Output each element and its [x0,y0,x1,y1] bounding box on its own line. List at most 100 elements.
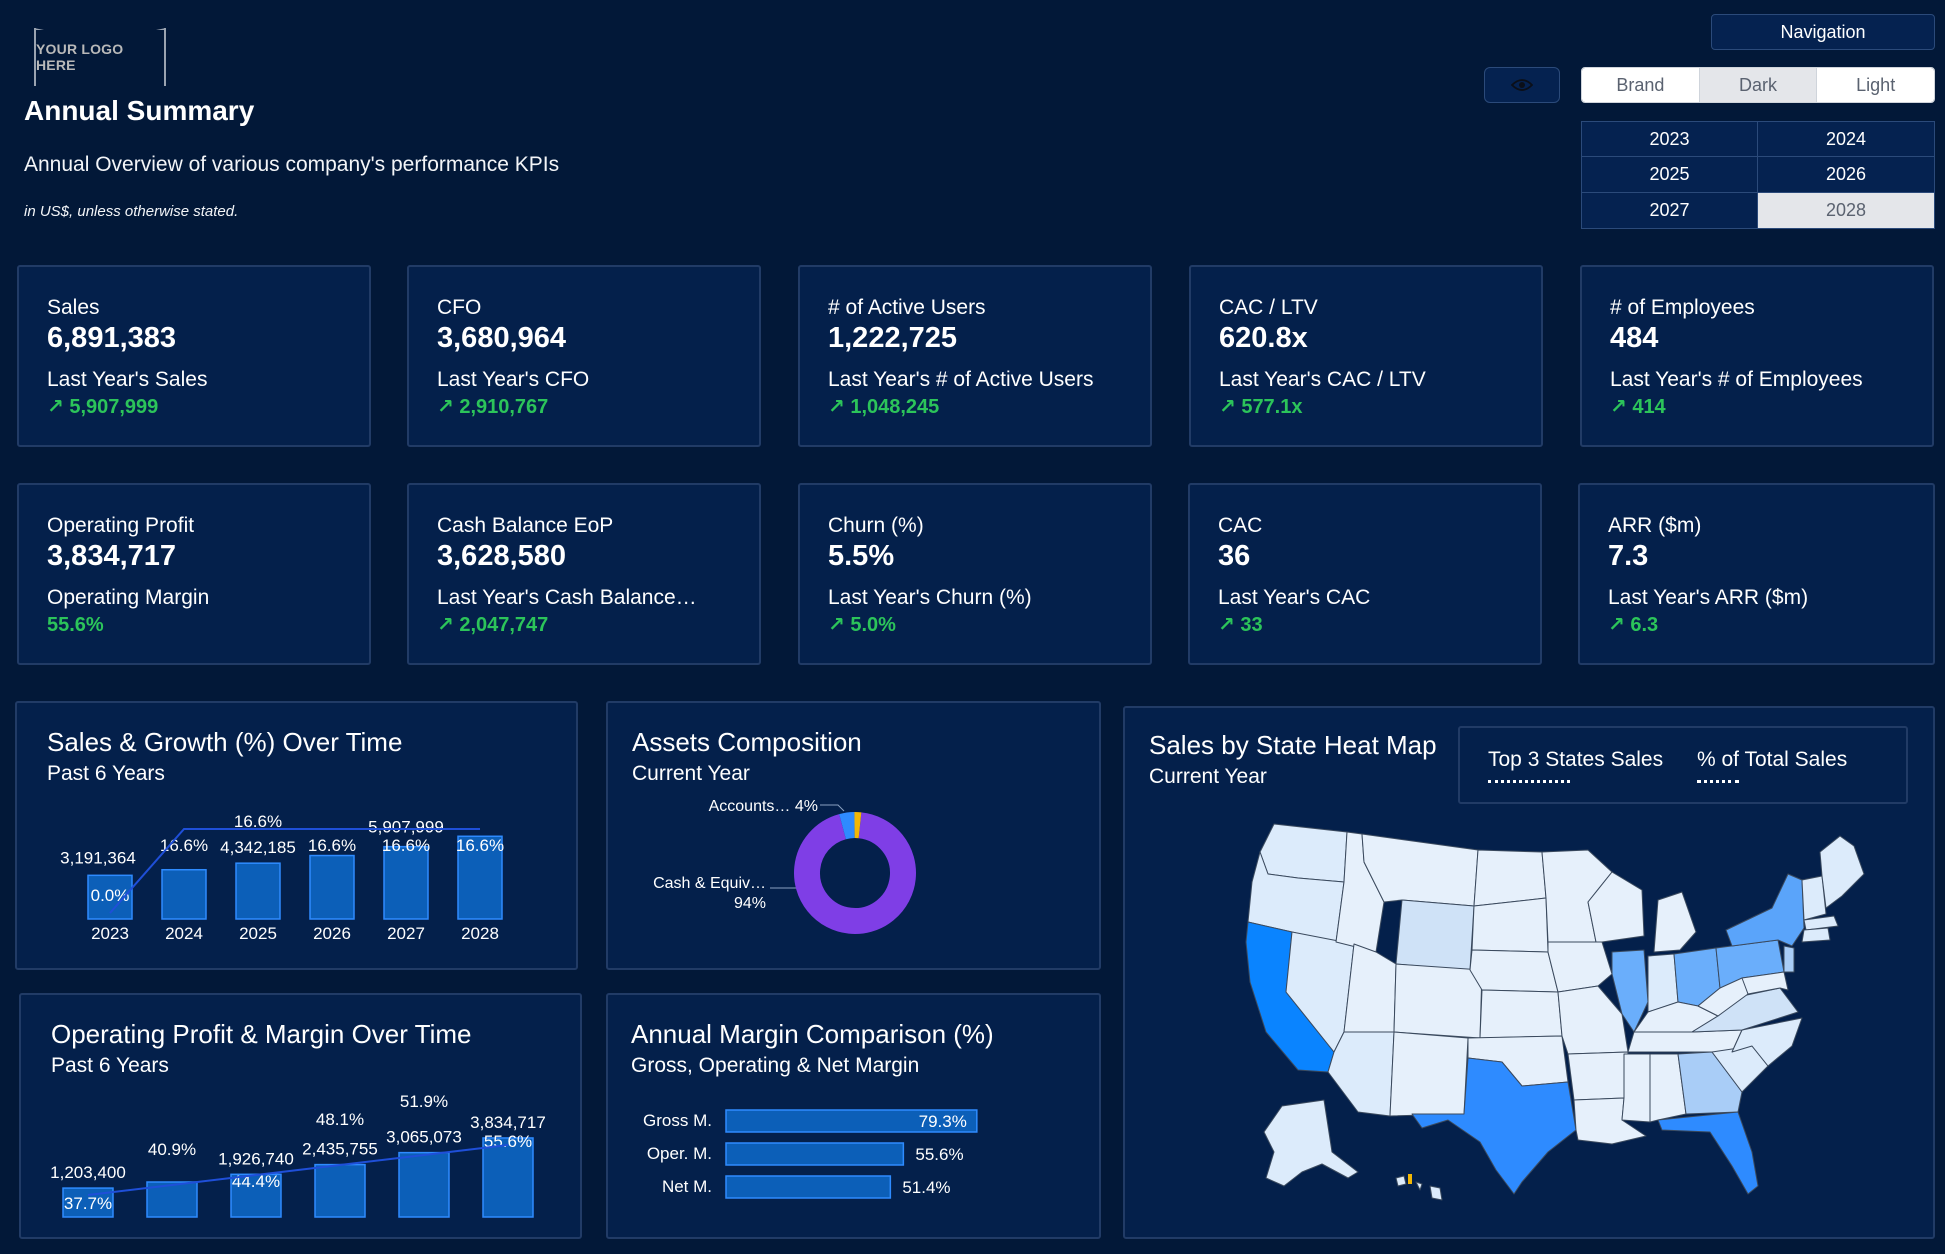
kpi-compare-label: Last Year's CFO [437,368,590,391]
sales-growth-chart-card: Sales & Growth (%) Over Time Past 6 Year… [15,701,578,970]
sales-value-label: 3,191,364 [60,848,136,867]
kpi-compare-label: Last Year's # of Employees [1610,368,1863,391]
year-2024-button[interactable]: 2024 [1758,122,1934,158]
pct-total-sales-label: % of Total Sales [1697,748,1848,771]
kpi-value: 6,891,383 [47,322,177,354]
kpi-compare-value: ↗ 2,047,747 [437,614,549,636]
state-new-mexico[interactable] [1389,1031,1469,1117]
state-nebraska[interactable] [1469,949,1559,993]
kpi-compare-value: ↗ 414 [1610,396,1666,418]
x-tick-label: 2025 [239,924,277,943]
x-tick-label: 2027 [387,924,425,943]
currency-note: in US$, unless otherwise stated. [24,203,239,220]
chart-title: Assets Composition [632,727,862,757]
year-2028-button[interactable]: 2028 [1758,192,1934,228]
kpi-compare-label: Last Year's Cash Balance… [437,586,697,609]
logo-text: YOUR LOGO HERE [36,41,124,73]
state-alabama[interactable] [1649,1053,1687,1123]
us-map [1245,823,1865,1201]
theme-brand-button[interactable]: Brand [1582,68,1700,102]
chart-title: Sales by State Heat Map [1149,730,1437,760]
sales-bar [235,862,281,920]
state-vermont-nh[interactable] [1801,875,1827,921]
state-arizona[interactable] [1327,1031,1395,1117]
state-maryland[interactable] [1741,971,1789,995]
state-tennessee[interactable] [1627,1029,1743,1053]
state-florida[interactable] [1657,1111,1759,1195]
kpi-compare-label: Last Year's CAC [1218,586,1371,609]
kpi-label: Churn (%) [828,514,924,537]
margin-value-label: 79.3% [919,1112,967,1131]
top3-states-value-clipped [1488,780,1570,788]
state-maine[interactable] [1819,835,1865,909]
kpi-label: ARR ($m) [1608,514,1702,537]
margin-label: 48.1% [316,1110,364,1129]
chart-subtitle: Gross, Operating & Net Margin [631,1054,920,1077]
state-kansas[interactable] [1479,989,1563,1039]
margin-value-label: 51.4% [902,1178,950,1197]
year-2026-button[interactable]: 2026 [1758,157,1934,193]
kpi-compare-value: ↗ 5,907,999 [47,396,159,418]
state-connecticut-ri[interactable] [1801,927,1831,943]
state-alaska[interactable] [1263,1099,1359,1187]
kpi-card-churn: Churn (%) 5.5% Last Year's Churn (%) ↗ 5… [798,483,1152,665]
op-profit-bar [230,1173,282,1218]
growth-label: 16.6% [382,836,430,855]
kpi-value: 3,680,964 [437,322,567,354]
growth-line [109,828,480,914]
growth-label: 16.6% [160,836,208,855]
year-2025-button[interactable]: 2025 [1582,157,1758,193]
state-iowa[interactable] [1547,941,1613,993]
state-wyoming[interactable] [1395,899,1475,971]
theme-dark-button[interactable]: Dark [1699,68,1818,102]
top3-states-label: Top 3 States Sales [1488,748,1664,771]
kpi-card-active-users: # of Active Users 1,222,725 Last Year's … [798,265,1152,447]
year-2023-button[interactable]: 2023 [1582,122,1758,158]
state-hawaii[interactable] [1395,1175,1443,1201]
kpi-label: Cash Balance EoP [437,514,614,537]
state-colorado[interactable] [1393,963,1483,1039]
state-mississippi[interactable] [1621,1053,1651,1123]
kpi-value: 7.3 [1608,540,1649,572]
state-arkansas[interactable] [1567,1051,1629,1101]
chart-subtitle: Past 6 Years [51,1054,169,1077]
chart-title: Annual Margin Comparison (%) [631,1019,994,1049]
kpi-compare-label: Last Year's CAC / LTV [1219,368,1426,391]
kpi-compare-value: ↗ 33 [1218,614,1263,636]
theme-light-button[interactable]: Light [1817,68,1934,102]
chart-subtitle: Current Year [1149,765,1267,788]
margin-bar [725,1109,978,1133]
toggle-visibility-button[interactable] [1484,67,1560,103]
state-massachusetts[interactable] [1803,915,1839,931]
growth-label: 16.6% [308,836,356,855]
state-south-dakota[interactable] [1471,897,1549,953]
op-value-label: 3,834,717 [470,1113,546,1132]
sales-bar [457,835,503,920]
state-michigan[interactable] [1653,891,1697,953]
state-new-york[interactable] [1725,873,1805,947]
kpi-card-cac-ltv: CAC / LTV 620.8x Last Year's CAC / LTV ↗… [1189,265,1543,447]
state-wisconsin[interactable] [1587,871,1645,943]
assets-donut-chart: Accounts… 4% Cash & Equiv… 94% [653,798,916,934]
kpi-compare-value: ↗ 5.0% [828,614,896,636]
x-tick-label: 2028 [461,924,499,943]
navigation-button[interactable]: Navigation [1711,14,1935,50]
kpi-compare-label: Last Year's Sales [47,368,208,391]
page-subtitle: Annual Overview of various company's per… [24,153,560,176]
year-2027-button[interactable]: 2027 [1582,192,1758,228]
kpi-value: 36 [1218,540,1251,572]
margin-label: 51.9% [400,1092,448,1111]
state-washington[interactable] [1259,823,1348,883]
margin-category-label: Gross M. [643,1111,712,1130]
kpi-compare-value: 55.6% [47,614,104,636]
state-new-jersey[interactable] [1783,945,1795,973]
sales-value-label: 4,342,185 [220,838,296,857]
margin-line [87,1144,509,1196]
op-value-label: 1,203,400 [50,1163,126,1182]
state-north-dakota[interactable] [1473,849,1547,907]
state-georgia[interactable] [1677,1051,1743,1115]
kpi-compare-label: Last Year's # of Active Users [828,368,1094,391]
state-texas[interactable] [1411,1057,1577,1195]
kpi-value: 3,834,717 [47,540,177,572]
donut-label-accounts: Accounts… 4% [709,798,818,815]
